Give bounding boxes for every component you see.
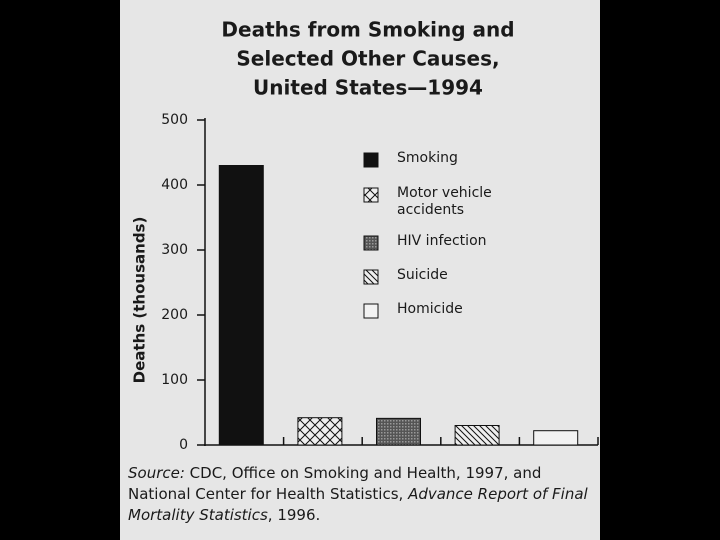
legend-swatch [363, 187, 379, 203]
legend-label: Motor vehicle accidents [397, 185, 492, 218]
source-note: Source: CDC, Office on Smoking and Healt… [128, 463, 588, 526]
y-tick-label: 100 [161, 372, 188, 388]
legend-swatch [363, 235, 379, 251]
picture-background [120, 0, 600, 540]
bar [297, 417, 343, 446]
legend-swatch [363, 152, 379, 168]
source-text: CDC, Office on Smoking and Health, 1997,… [128, 464, 542, 503]
y-tick-label: 0 [179, 437, 188, 453]
y-tick-label: 500 [161, 112, 188, 128]
legend-label: Suicide [397, 267, 448, 283]
bar [454, 425, 500, 446]
legend-label: Smoking [397, 150, 458, 166]
y-axis-label: Deaths (thousands) [131, 217, 149, 384]
y-tick-label: 400 [161, 177, 188, 193]
title-line: United States—1994 [253, 76, 483, 100]
source-label: Source: [128, 464, 185, 482]
legend-swatch [363, 269, 379, 285]
source-report: Advance Report of Final Mortality Statis… [128, 485, 588, 524]
bar [376, 417, 421, 446]
legend-label: HIV infection [397, 233, 487, 249]
bar [533, 430, 579, 446]
legend-label: Homicide [397, 301, 463, 317]
y-tick-label: 300 [161, 242, 188, 258]
title-line: Deaths from Smoking and [221, 18, 514, 42]
title-line: Selected Other Causes, [236, 47, 499, 71]
bar [218, 165, 264, 446]
legend-swatch [363, 303, 379, 319]
source-year: , 1996. [267, 506, 321, 524]
y-tick-label: 200 [161, 307, 188, 323]
